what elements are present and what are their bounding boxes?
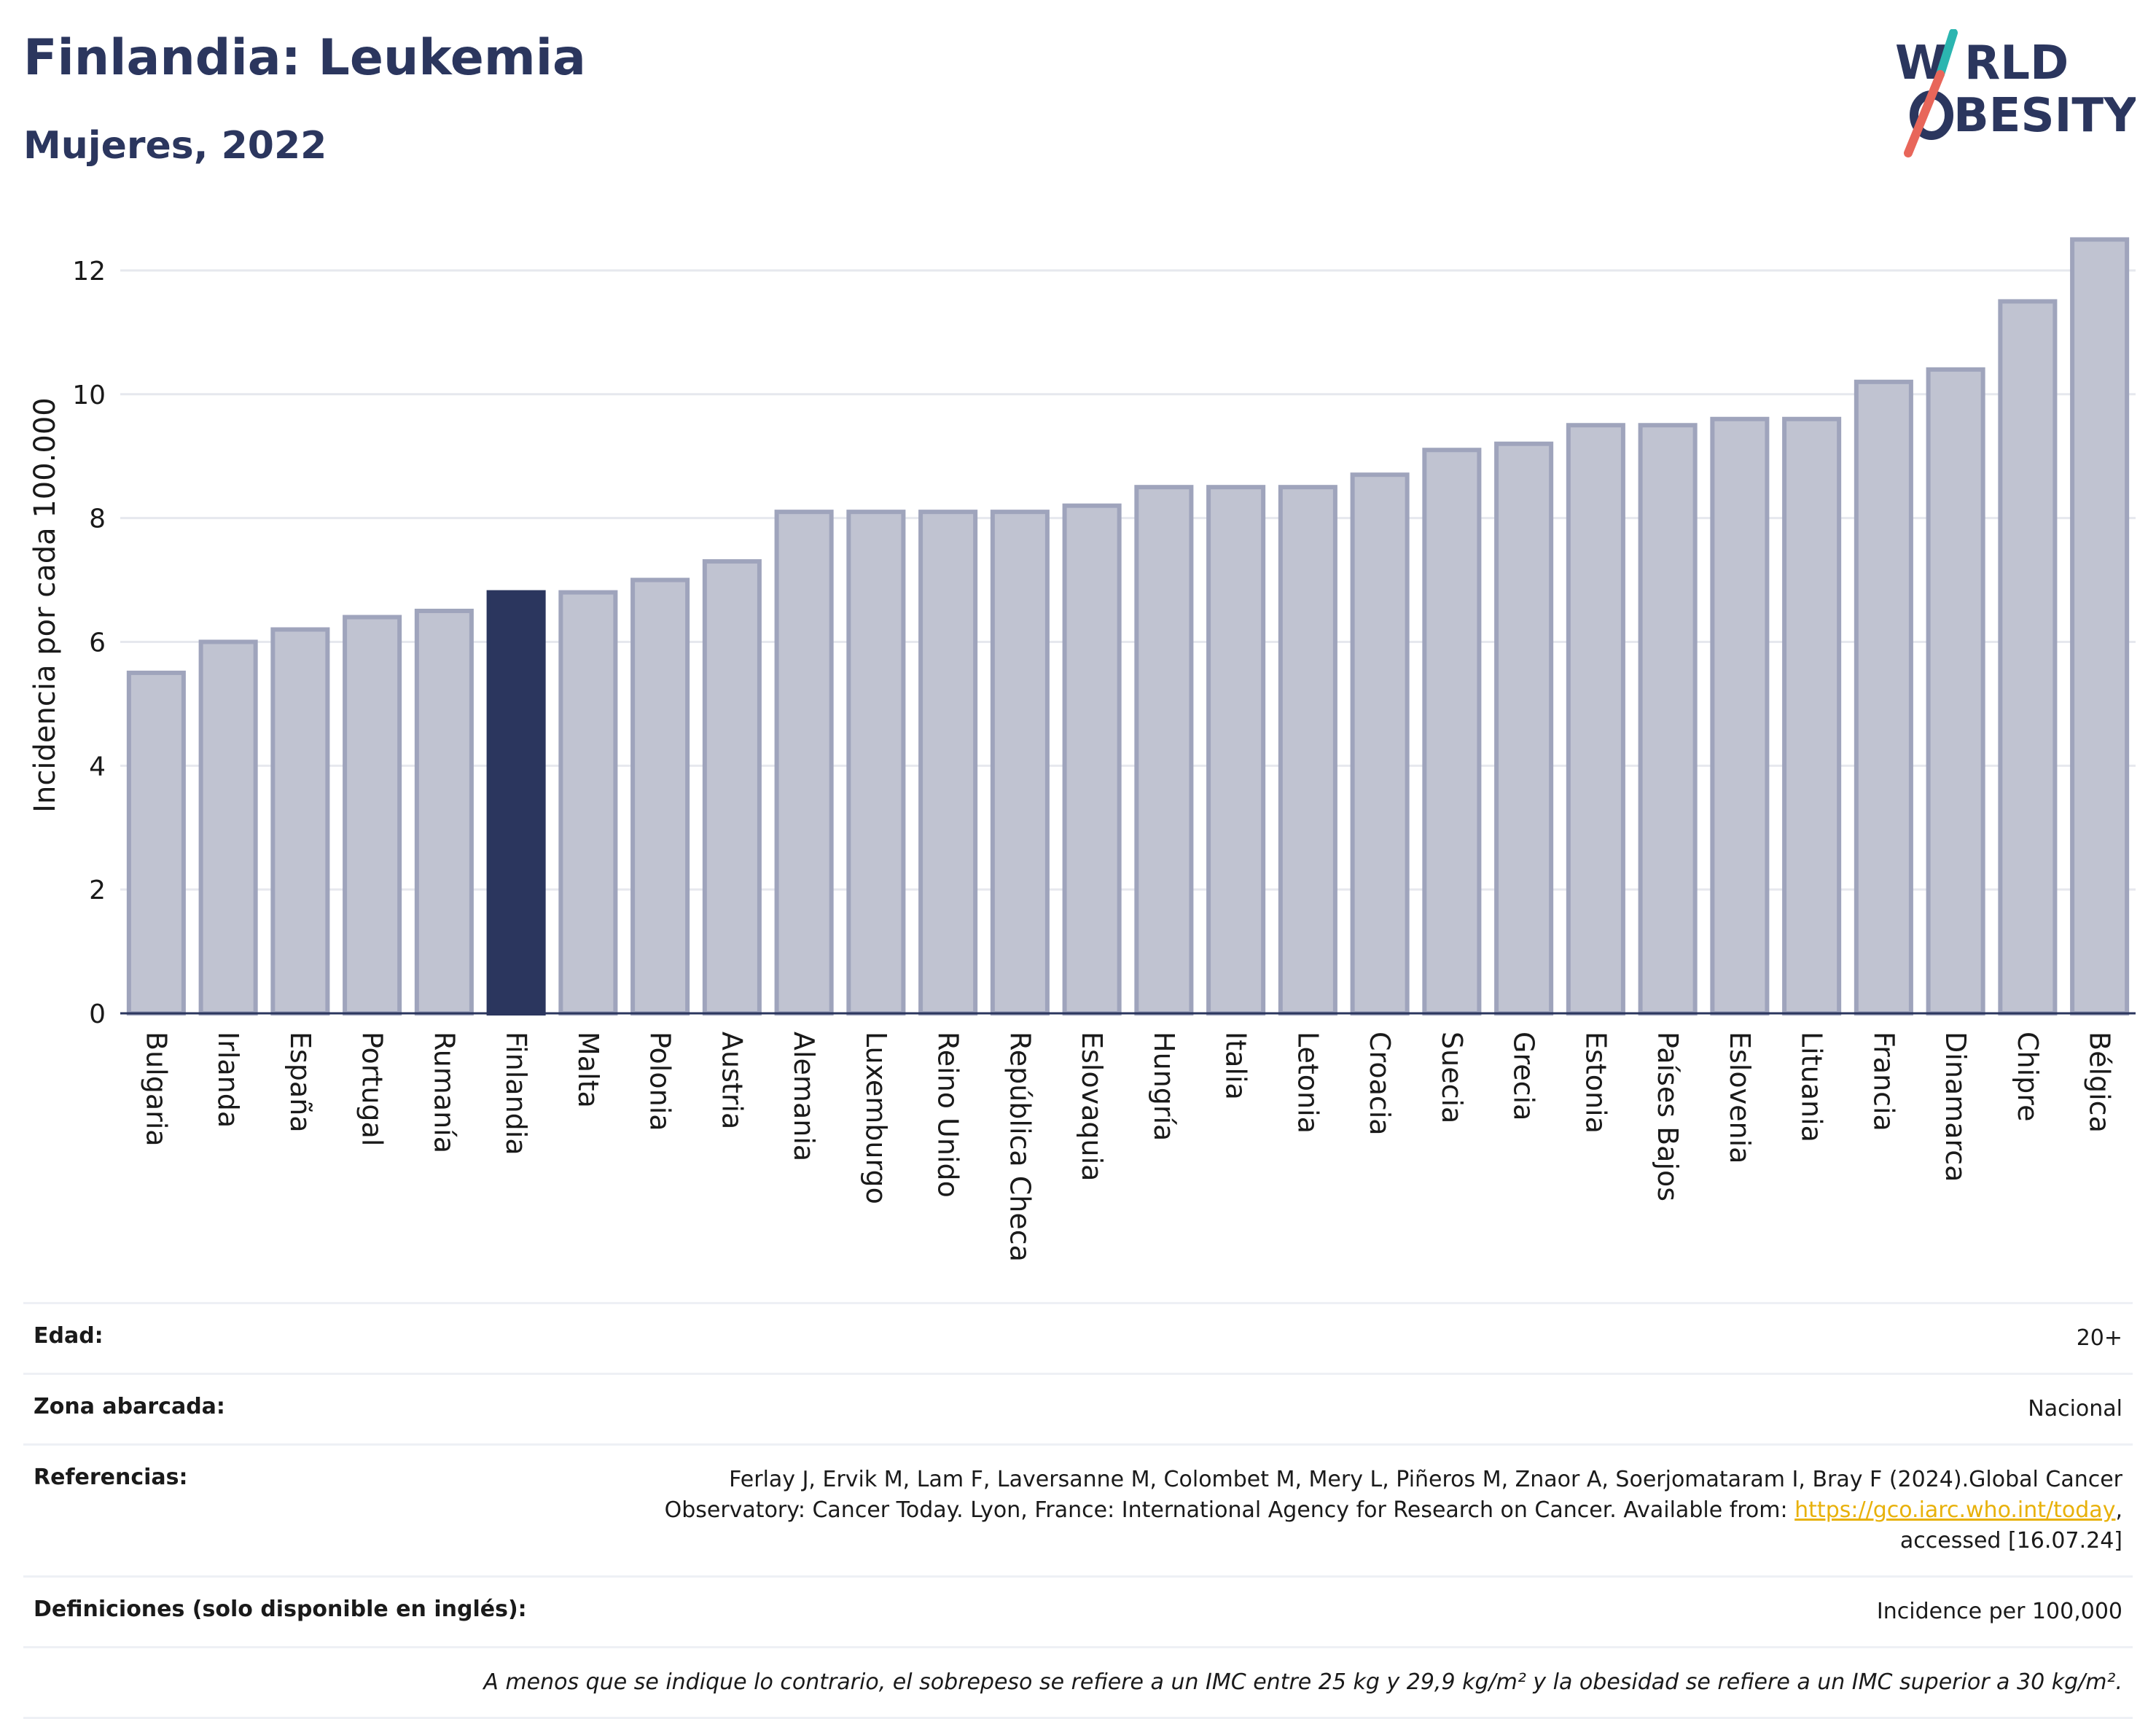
bar-chart: 0 2 4 6 8 10 12 Incidencia por cada 100.000 Bulg… [28,237,2136,1262]
age-label: Edad: [34,1323,103,1349]
meta-row-definitions: Definiciones (solo disponible en inglés)… [23,1575,2133,1646]
bar [1134,485,1194,1016]
bar [918,510,978,1016]
x-tick-label: Italia [1220,1032,1252,1100]
x-tick-label: Letonia [1292,1032,1324,1134]
x-tick-label: Croacia [1364,1032,1396,1136]
x-tick-label: Reino Unido [932,1032,964,1198]
bar [558,590,618,1016]
x-tick-label: República Checa [1004,1032,1036,1262]
x-tick-label: Grecia [1508,1032,1540,1120]
bar [1494,441,1554,1016]
y-tick-label: 6 [89,628,106,658]
bar [846,510,906,1016]
y-tick-label: 0 [89,999,106,1029]
reference-link[interactable]: https://gco.iarc.who.int/today [1794,1497,2116,1523]
meta-row-zone: Zona abarcada: Nacional [23,1373,2133,1443]
zone-label: Zona abarcada: [34,1394,225,1419]
bar [414,609,474,1016]
footnote: A menos que se indique lo contrario, el … [483,1669,2122,1695]
chart-title: Finlandia: Leukemia [23,29,586,87]
x-tick-label: España [284,1032,316,1133]
bar [1278,485,1337,1016]
definitions-value: Incidence per 100,000 [1876,1599,2122,1624]
x-tick-label: Irlanda [212,1032,244,1128]
reference-text-1: Ferlay J, Ervik M, Lam F, Laversanne M, … [729,1467,2122,1492]
y-tick-label: 12 [72,257,106,286]
bar [343,615,402,1016]
x-tick-label: Finlandia [500,1032,532,1155]
definitions-label: Definiciones (solo disponible en inglés)… [34,1597,527,1622]
x-tick-label: Bulgaria [140,1032,172,1147]
x-tick-label: Estonia [1579,1032,1612,1134]
x-tick-label: Hungría [1148,1032,1180,1141]
x-tick-label: Chipre [2012,1032,2044,1121]
y-tick-label: 4 [89,752,106,781]
meta-row-references: Referencias: Ferlay J, Ervik M, Lam F, L… [23,1443,2133,1575]
chart-subtitle: Mujeres, 2022 [23,124,327,168]
metadata-table: Edad: 20+ Zona abarcada: Nacional Refere… [23,1302,2133,1719]
x-tick-label: Polonia [644,1032,676,1131]
bar [702,559,762,1016]
age-value: 20+ [2076,1325,2122,1351]
x-tick-label: Luxemburgo [860,1032,892,1204]
x-tick-label: Países Bajos [1652,1032,1684,1201]
x-tick-label: Eslovenia [1724,1032,1756,1163]
bar [1710,416,1770,1016]
x-tick-label: Alemania [788,1032,820,1161]
y-axis-title: Incidencia por cada 100.000 [28,397,62,813]
meta-row-note: A menos que se indique lo contrario, el … [23,1646,2133,1719]
bar [2070,237,2130,1016]
x-tick-label: Lituania [1796,1032,1828,1142]
references-label: Referencias: [34,1465,188,1490]
bar [1926,367,1985,1016]
reference-text-2: Observatory: Cancer Today. Lyon, France:… [664,1497,1795,1523]
zone-value: Nacional [2028,1396,2122,1422]
x-tick-label: Bélgica [2084,1032,2116,1133]
reference-text-3: , [2115,1497,2122,1523]
bar [1566,423,1625,1016]
meta-row-age: Edad: 20+ [23,1302,2133,1373]
y-tick-label: 2 [89,876,106,905]
x-tick-label: Portugal [356,1032,388,1146]
bar [1350,472,1410,1016]
bar [198,639,258,1016]
bar [1854,379,1913,1016]
logo-text-obesity: BESITY [1953,89,2136,143]
world-obesity-logo: W RLD BESITY [1895,29,2136,157]
bar [1638,423,1698,1016]
logo-slash-teal-icon [1936,29,1958,79]
y-tick-label: 10 [72,381,106,410]
bar [630,577,690,1016]
bar [1998,299,2058,1016]
y-tick-label: 8 [89,504,106,534]
bar [774,510,834,1016]
logo-text-world-b: RLD [1964,36,2069,90]
x-tick-label: Francia [1867,1032,1899,1131]
logo-slash-red-icon [1904,70,1945,157]
bar [1782,416,1842,1016]
x-tick-label: Dinamarca [1940,1032,1972,1182]
bar [126,670,186,1016]
bar [270,627,330,1016]
bar [1422,448,1482,1016]
reference-text-4: accessed [16.07.24] [1899,1528,2122,1554]
x-tick-label: Eslovaquia [1076,1032,1108,1181]
bar [486,590,546,1016]
bar [1062,503,1122,1016]
x-tick-label: Suecia [1436,1032,1468,1123]
references-value: Ferlay J, Ervik M, Lam F, Laversanne M, … [665,1465,2122,1556]
x-tick-label: Austria [716,1032,748,1129]
bar [990,510,1050,1016]
x-tick-label: Rumanía [428,1032,460,1153]
bar [1206,485,1266,1016]
x-tick-label: Malta [572,1032,604,1108]
